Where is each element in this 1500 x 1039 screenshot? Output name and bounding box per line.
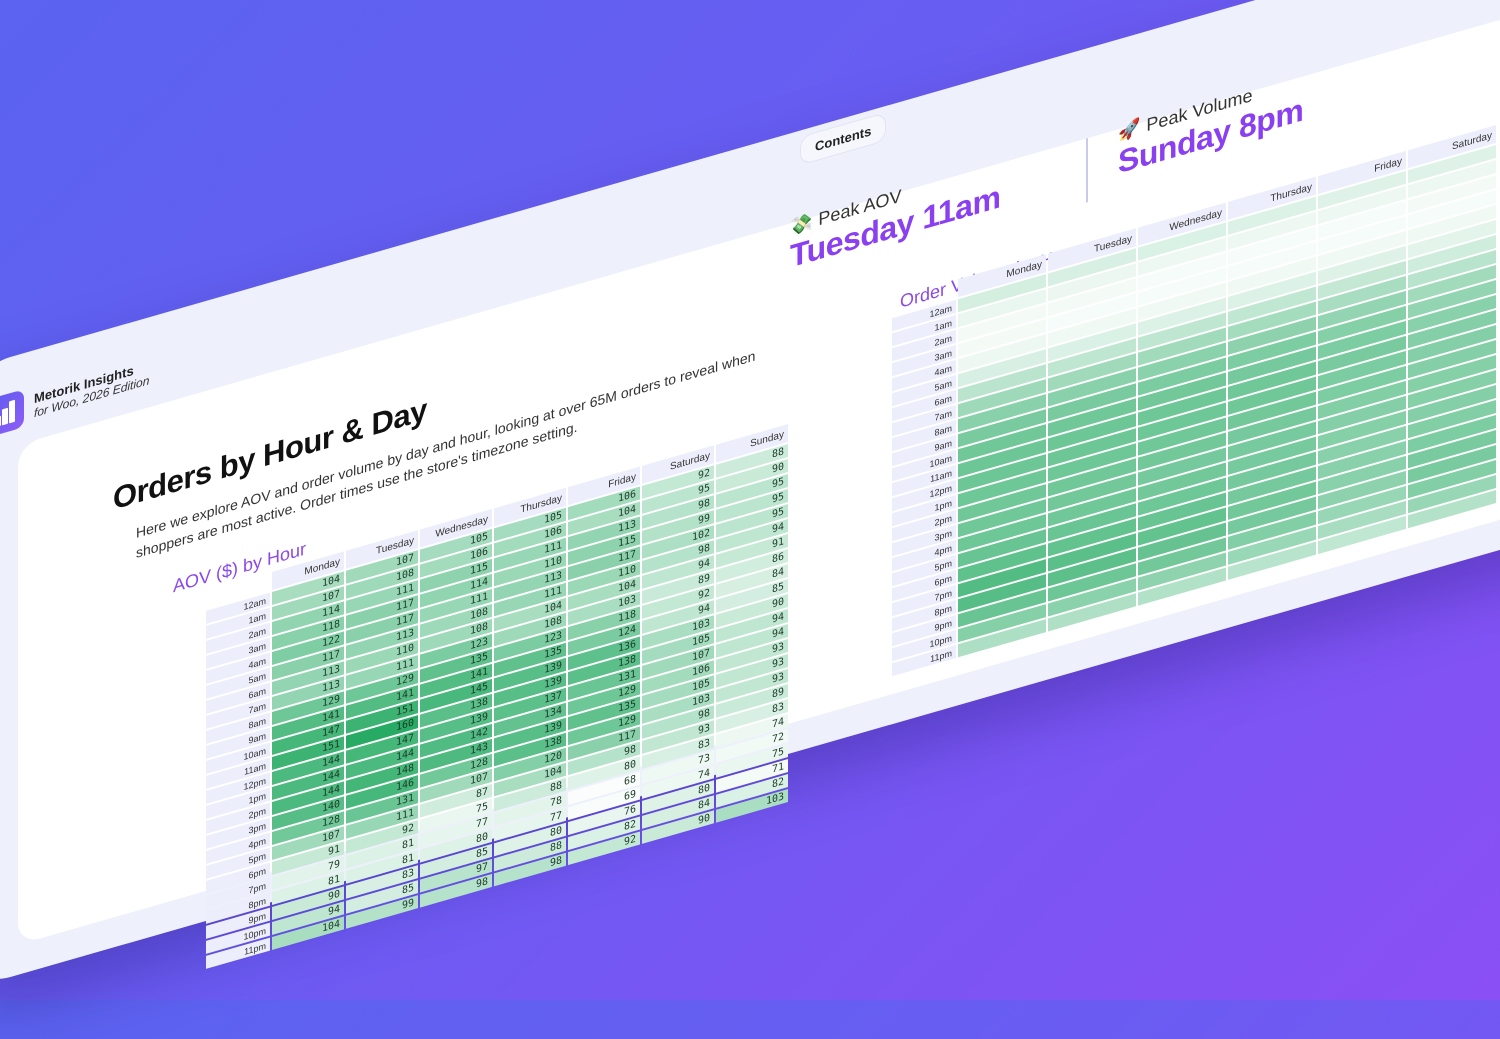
report-page: Orders by Hour & Day Here we explore AOV… <box>18 14 1500 969</box>
scene: Contents Metorik Insights for Woo, 2026 … <box>0 0 1500 989</box>
metorik-logo-icon <box>0 389 24 439</box>
peak-aov-stat: 💸 Peak AOV Tuesday 11am <box>790 157 1000 275</box>
brand-text: Metorik Insights for Woo, 2026 Edition <box>34 358 149 420</box>
contents-button[interactable]: Contents <box>800 111 887 166</box>
peak-volume-stat: 🚀 Peak Volume Sunday 8pm <box>1118 70 1303 181</box>
device-frame: Contents Metorik Insights for Woo, 2026 … <box>0 0 1500 989</box>
stat-divider <box>1086 138 1088 203</box>
tilted-report: Contents Metorik Insights for Woo, 2026 … <box>0 0 1500 989</box>
topbar: Contents <box>800 111 887 166</box>
